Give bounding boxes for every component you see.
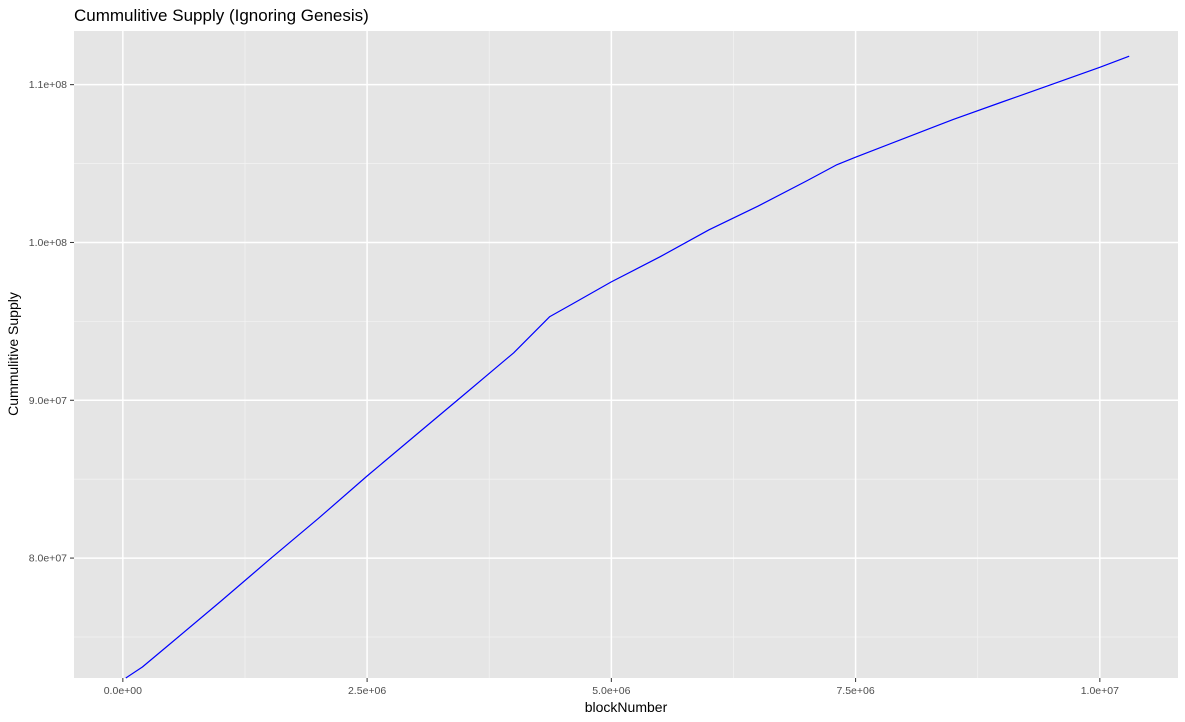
x-tick-label: 5.0e+06 [592,685,630,697]
x-axis-title: blockNumber [585,699,668,715]
major-gridlines [74,31,1178,678]
series-layer [125,55,1130,679]
x-axis: 0.0e+00 2.5e+06 5.0e+06 7.5e+06 1.0e+07 [104,678,1119,697]
minor-gridlines [74,31,1178,678]
y-tick-label: 1.1e+08 [29,79,67,91]
y-axis-title: Cummulitive Supply [5,292,21,416]
x-tick-label: 7.5e+06 [836,685,874,697]
chart-title: Cummulitive Supply (Ignoring Genesis) [74,6,369,25]
y-axis: 8.0e+07 9.0e+07 1.0e+08 1.1e+08 [29,79,74,565]
y-tick-label: 1.0e+08 [29,237,67,249]
x-tick-label: 0.0e+00 [104,685,142,697]
plot-panel [74,31,1178,678]
x-tick-label: 1.0e+07 [1081,685,1119,697]
y-tick-label: 8.0e+07 [29,553,67,565]
x-tick-label: 2.5e+06 [348,685,386,697]
y-tick-label: 9.0e+07 [29,395,67,407]
series-line [125,55,1130,679]
